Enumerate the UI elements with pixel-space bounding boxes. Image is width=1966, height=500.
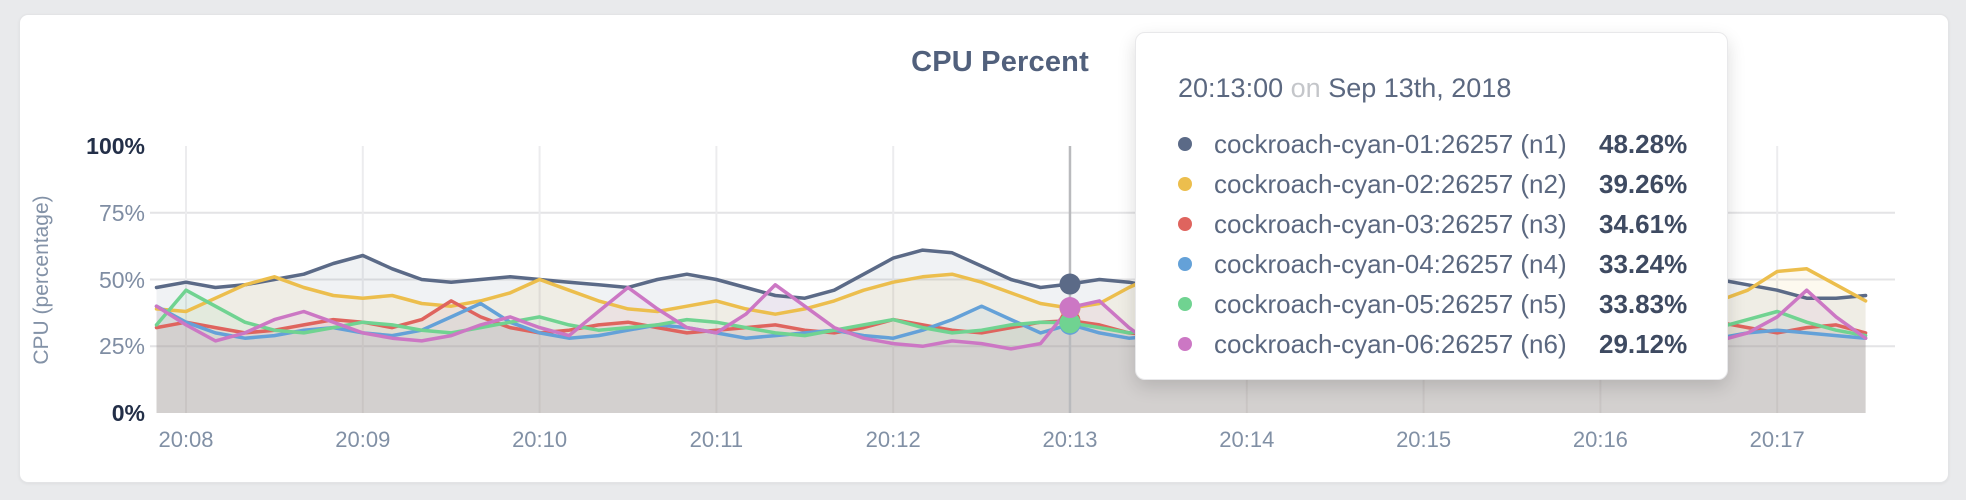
chart-title: CPU Percent — [911, 46, 1089, 78]
series-name: cockroach-cyan-01:26257 (n1) — [1214, 128, 1567, 159]
x-tick-label-2010: 20:10 — [512, 427, 568, 452]
tooltip-time: 20:13:00 — [1178, 73, 1284, 103]
series-area-n5 — [156, 290, 1866, 413]
series-value: 29.12% — [1599, 328, 1688, 359]
series-name: cockroach-cyan-06:26257 (n6) — [1214, 328, 1567, 359]
series-value: 39.26% — [1599, 168, 1688, 199]
series-color-dot-icon — [1178, 177, 1192, 191]
y-tick-label-0: 0% — [111, 400, 145, 426]
y-tick-label-25: 25% — [98, 333, 145, 360]
tooltip-row-n2: cockroach-cyan-02:26257 (n2) 39.26% — [1178, 164, 1697, 204]
tooltip-header: 20:13:00 on Sep 13th, 2018 — [1178, 73, 1697, 104]
tooltip-row-n3: cockroach-cyan-03:26257 (n3) 34.61% — [1178, 204, 1697, 244]
series-color-dot-icon — [1178, 257, 1192, 271]
series-area-n4 — [156, 303, 1866, 413]
tooltip-on-word: on — [1290, 73, 1321, 103]
tooltip-date: Sep 13th, 2018 — [1328, 73, 1512, 103]
hover-point-n1 — [1059, 273, 1081, 295]
series-value: 33.83% — [1599, 288, 1688, 319]
hover-point-n6 — [1059, 297, 1081, 319]
tooltip-row-n1: cockroach-cyan-01:26257 (n1) 48.28% — [1178, 124, 1697, 164]
x-tick-label-2014: 20:14 — [1219, 427, 1275, 452]
series-name: cockroach-cyan-02:26257 (n2) — [1214, 168, 1567, 199]
x-tick-label-2016: 20:16 — [1572, 427, 1628, 452]
x-tick-label-2015: 20:15 — [1396, 427, 1452, 452]
x-tick-label-2012: 20:12 — [865, 427, 921, 452]
series-name: cockroach-cyan-05:26257 (n5) — [1214, 288, 1567, 319]
hover-tooltip: 20:13:00 on Sep 13th, 2018 cockroach-cya… — [1135, 32, 1728, 380]
x-tick-label-2009: 20:09 — [335, 427, 391, 452]
y-tick-label-75: 75% — [98, 199, 145, 226]
x-tick-label-2013: 20:13 — [1042, 427, 1098, 452]
y-tick-label-50: 50% — [98, 266, 145, 293]
x-tick-label-2017: 20:17 — [1749, 427, 1805, 452]
x-tick-label-2008: 20:08 — [158, 427, 214, 452]
tooltip-row-n6: cockroach-cyan-06:26257 (n6) 29.12% — [1178, 324, 1697, 364]
series-color-dot-icon — [1178, 297, 1192, 311]
tooltip-row-n5: cockroach-cyan-05:26257 (n5) 33.83% — [1178, 284, 1697, 324]
series-name: cockroach-cyan-04:26257 (n4) — [1214, 248, 1567, 279]
series-value: 48.28% — [1599, 128, 1688, 159]
series-color-dot-icon — [1178, 337, 1192, 351]
series-name: cockroach-cyan-03:26257 (n3) — [1214, 208, 1567, 239]
tooltip-legend-rows: cockroach-cyan-01:26257 (n1) 48.28% cockro… — [1178, 124, 1697, 364]
series-value: 33.24% — [1599, 248, 1688, 279]
x-tick-label-2011: 20:11 — [689, 427, 744, 452]
tooltip-row-n4: cockroach-cyan-04:26257 (n4) 33.24% — [1178, 244, 1697, 284]
y-tick-label-100: 100% — [86, 133, 145, 159]
series-color-dot-icon — [1178, 137, 1192, 151]
series-value: 34.61% — [1599, 208, 1688, 239]
series-color-dot-icon — [1178, 217, 1192, 231]
hover-point-n5 — [1059, 312, 1081, 334]
